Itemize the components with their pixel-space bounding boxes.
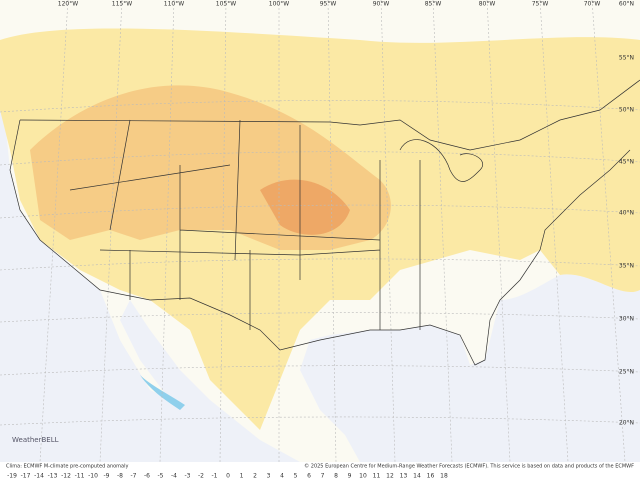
colorbar-label: -4	[171, 473, 177, 480]
longitude-label: 120°W	[58, 1, 78, 8]
colorbar-label: -12	[61, 473, 71, 480]
colorbar-label: 2	[253, 473, 257, 480]
colorbar-label: 6	[307, 473, 311, 480]
colorbar-label: 13	[400, 473, 408, 480]
colorbar-label: 1	[240, 473, 244, 480]
colorbar-label: -6	[144, 473, 150, 480]
latitude-label: 25°N	[619, 369, 634, 376]
logo: WeatherBELL	[12, 436, 59, 444]
colorbar-label: -10	[88, 473, 98, 480]
footer-right: © 2025 European Centre for Medium-Range …	[304, 463, 634, 470]
colorbar-label: 3	[267, 473, 271, 480]
colorbar-label: 4	[280, 473, 284, 480]
colorbar-label: 12	[386, 473, 394, 480]
longitude-labels: 120°W 115°W 110°W 105°W 100°W 95°W 90°W 85°W 80°…	[58, 1, 601, 8]
latitude-label: 45°N	[619, 159, 634, 166]
colorbar-label: -7	[131, 473, 137, 480]
colorbar-label: 10	[359, 473, 367, 480]
colorbar-label: -11	[75, 473, 85, 480]
graticule	[0, 0, 640, 463]
colorbar-label: 9	[348, 473, 352, 480]
longitude-label: 100°W	[269, 1, 289, 8]
longitude-label: 95°W	[320, 1, 337, 8]
latitude-label: 20°N	[619, 420, 634, 427]
colorbar-label: 18	[440, 473, 448, 480]
colorbar-label: 0	[226, 473, 230, 480]
footer	[0, 462, 640, 480]
footer-left: Clima: ECMWF M-climate pre-computed anom…	[6, 464, 128, 470]
colorbar-label: -13	[48, 473, 58, 480]
colorbar-label: -2	[198, 473, 204, 480]
colorbar-labels: -19 -17 -14 -13 -12 -11 -10 -9 -8 -7 -6 -5 -4 -3 -2 -1 0…	[7, 473, 448, 480]
cold-patch	[140, 375, 185, 410]
latitude-label: 55°N	[619, 55, 634, 62]
longitude-label: 75°W	[532, 1, 549, 8]
colorbar-label: 11	[373, 473, 381, 480]
colorbar-label: -19	[7, 473, 17, 480]
latitude-label: 35°N	[619, 263, 634, 270]
longitude-label: 115°W	[112, 1, 132, 8]
longitude-label: 105°W	[216, 1, 236, 8]
colorbar-label: -1	[212, 473, 218, 480]
longitude-label: 70°W	[584, 1, 601, 8]
longitude-label: 80°W	[479, 1, 496, 8]
latitude-labels: 60°N 55°N 50°N 45°N 40°N 35°N 30°N 25°N 20°N	[619, 1, 634, 427]
latitude-label: 30°N	[619, 316, 634, 323]
colorbar-label: -9	[104, 473, 110, 480]
colorbar-label: 14	[413, 473, 421, 480]
latitude-label: 40°N	[619, 210, 634, 217]
colorbar-label: -8	[117, 473, 123, 480]
colorbar-label: 5	[294, 473, 298, 480]
latitude-label: 60°N	[619, 1, 634, 8]
longitude-label: 90°W	[373, 1, 390, 8]
colorbar-label: -3	[185, 473, 191, 480]
latitude-label: 50°N	[619, 107, 634, 114]
borders	[9, 79, 640, 366]
colorbar-label: -14	[34, 473, 44, 480]
colorbar-label: 8	[334, 473, 338, 480]
colorbar-label: -17	[21, 473, 31, 480]
longitude-label: 110°W	[164, 1, 184, 8]
longitude-label: 85°W	[425, 1, 442, 8]
anomaly-dark-orange	[260, 179, 350, 235]
colorbar-label: 7	[321, 473, 325, 480]
colorbar-label: 16	[427, 473, 435, 480]
colorbar-label: -5	[158, 473, 164, 480]
